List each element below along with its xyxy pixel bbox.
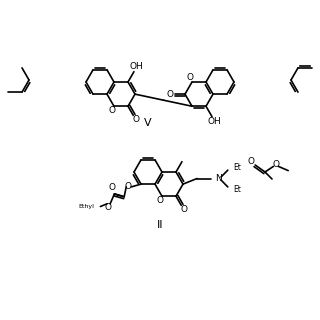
- Text: OH: OH: [208, 117, 221, 126]
- Text: O: O: [108, 106, 115, 115]
- Text: O: O: [124, 182, 131, 191]
- Text: O: O: [109, 183, 116, 192]
- Text: N: N: [215, 174, 221, 183]
- Text: O: O: [156, 196, 163, 205]
- Text: O: O: [273, 160, 280, 169]
- Text: O: O: [186, 73, 193, 82]
- Text: Et: Et: [233, 163, 241, 172]
- Text: Et: Et: [233, 185, 241, 195]
- Text: Ethyl: Ethyl: [78, 204, 94, 209]
- Text: O: O: [132, 115, 139, 124]
- Text: O: O: [105, 203, 112, 212]
- Text: O: O: [248, 156, 255, 165]
- Text: II: II: [157, 220, 163, 230]
- Text: OH: OH: [130, 62, 144, 71]
- Text: O: O: [180, 205, 187, 214]
- Text: O: O: [166, 90, 173, 99]
- Text: V: V: [144, 118, 152, 128]
